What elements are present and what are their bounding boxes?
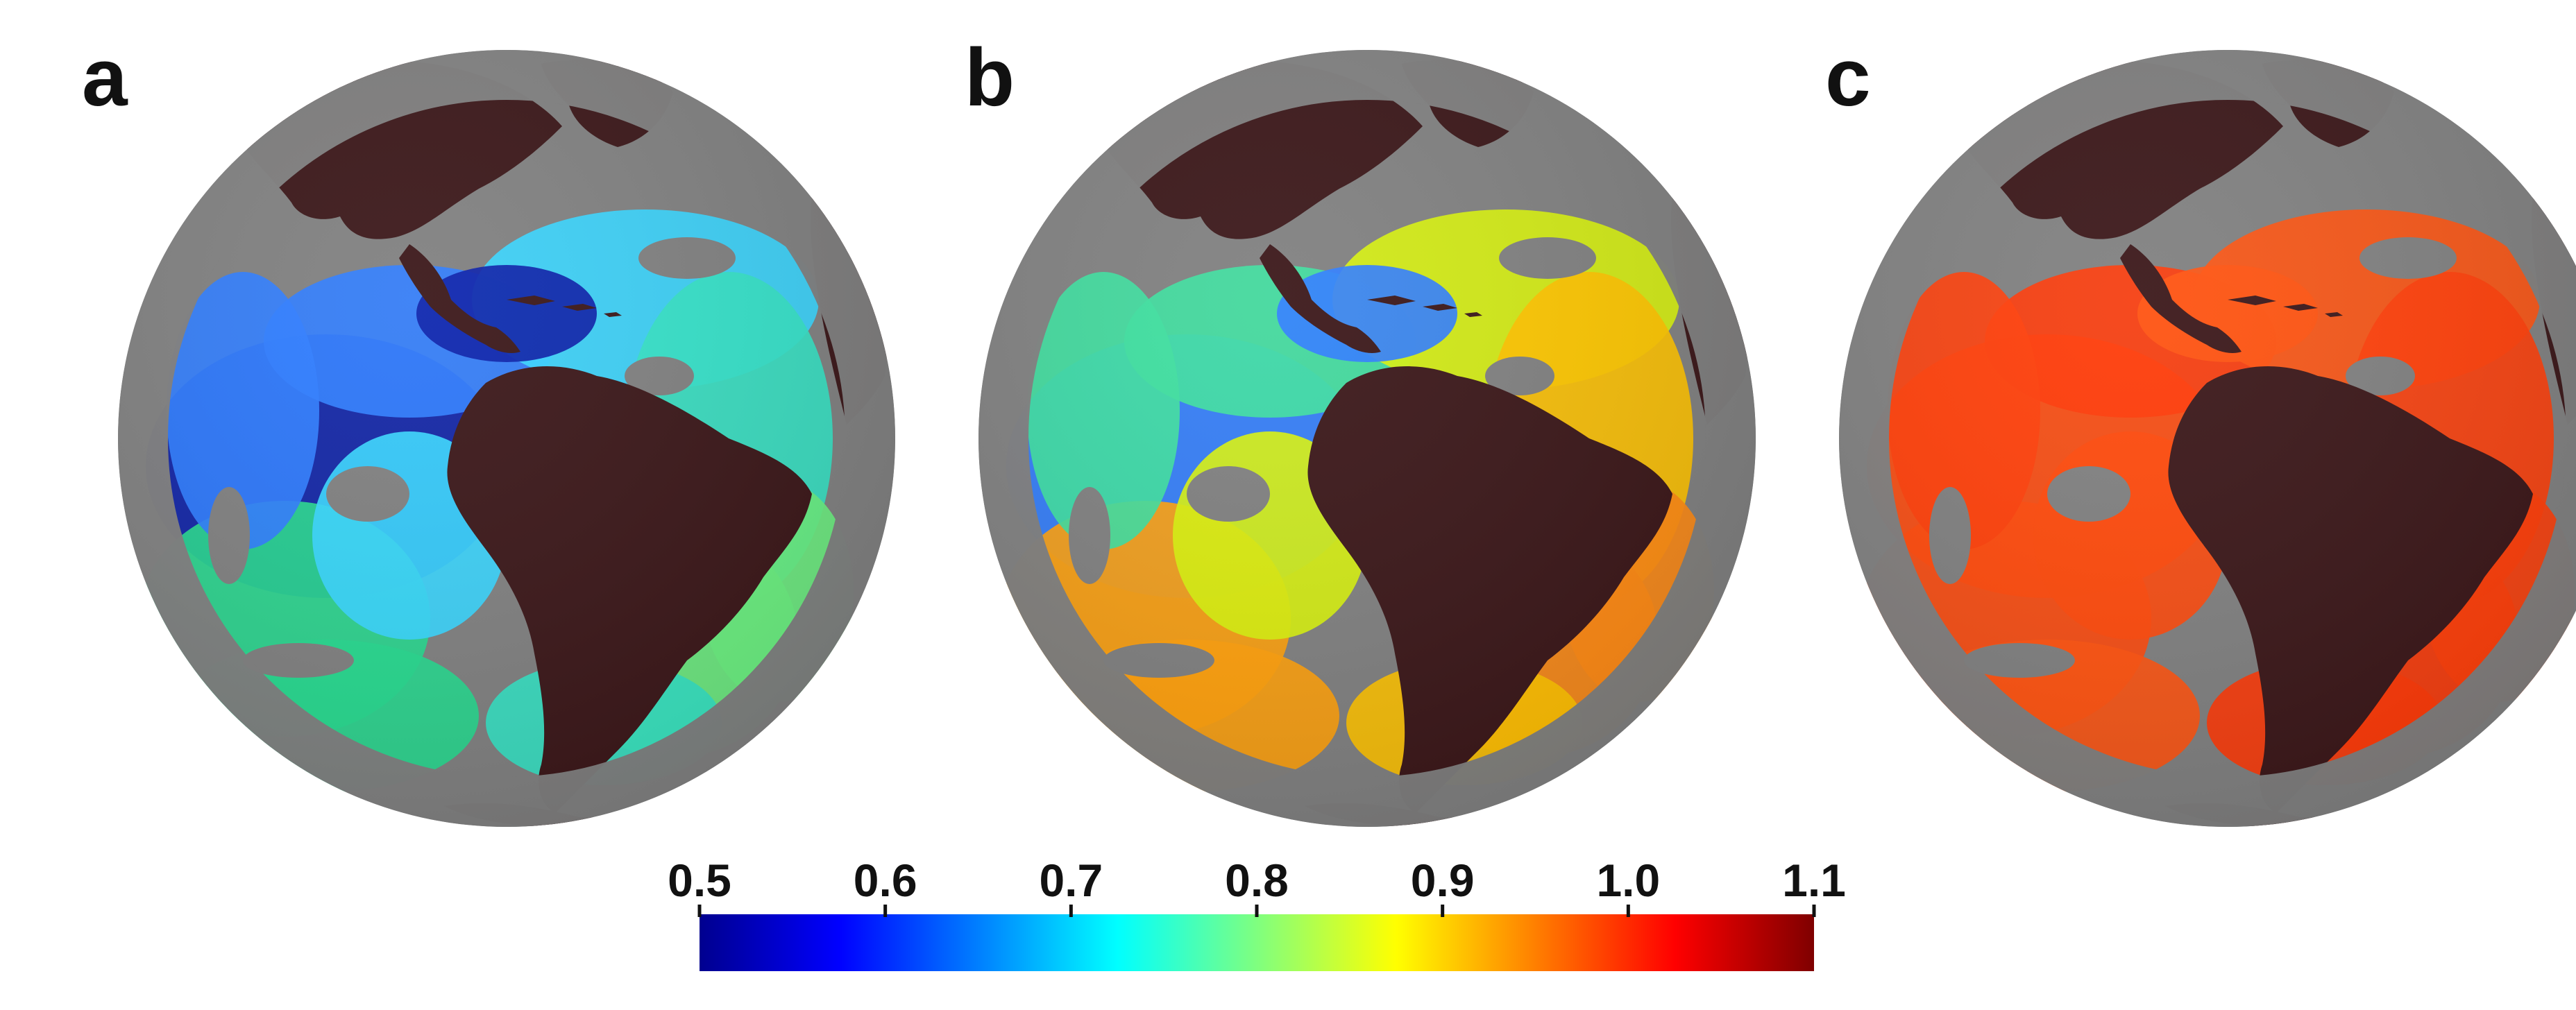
panel-label-c: c <box>1825 32 1871 123</box>
colorbar-ticks: 0.5 0.6 0.7 0.8 0.9 1.0 1.1 <box>668 855 1846 917</box>
globe-map-b <box>978 50 1756 827</box>
globe-map-c <box>1839 50 2576 827</box>
globe-panel-a: a <box>82 32 895 827</box>
globe-panel-c: c <box>1825 32 2576 827</box>
globe-shading <box>1839 50 2576 827</box>
colorbar-tick-label: 0.5 <box>668 855 731 906</box>
globe-panel-b: b <box>965 32 1756 827</box>
colorbar: 0.5 0.6 0.7 0.8 0.9 1.0 1.1 <box>668 855 1846 971</box>
panel-label-b: b <box>965 32 1015 123</box>
colorbar-tick-label: 0.9 <box>1411 855 1475 906</box>
colorbar-tick-label: 1.0 <box>1596 855 1660 906</box>
globe-shading <box>118 50 895 827</box>
globe-map-a <box>118 50 895 827</box>
panel-label-a: a <box>82 32 128 123</box>
colorbar-tick-label: 0.7 <box>1039 855 1103 906</box>
globe-shading <box>978 50 1756 827</box>
colorbar-tick-label: 0.6 <box>854 855 917 906</box>
colorbar-tick-label: 1.1 <box>1782 855 1846 906</box>
colorbar-tick-label: 0.8 <box>1225 855 1289 906</box>
colorbar-gradient <box>700 914 1814 971</box>
